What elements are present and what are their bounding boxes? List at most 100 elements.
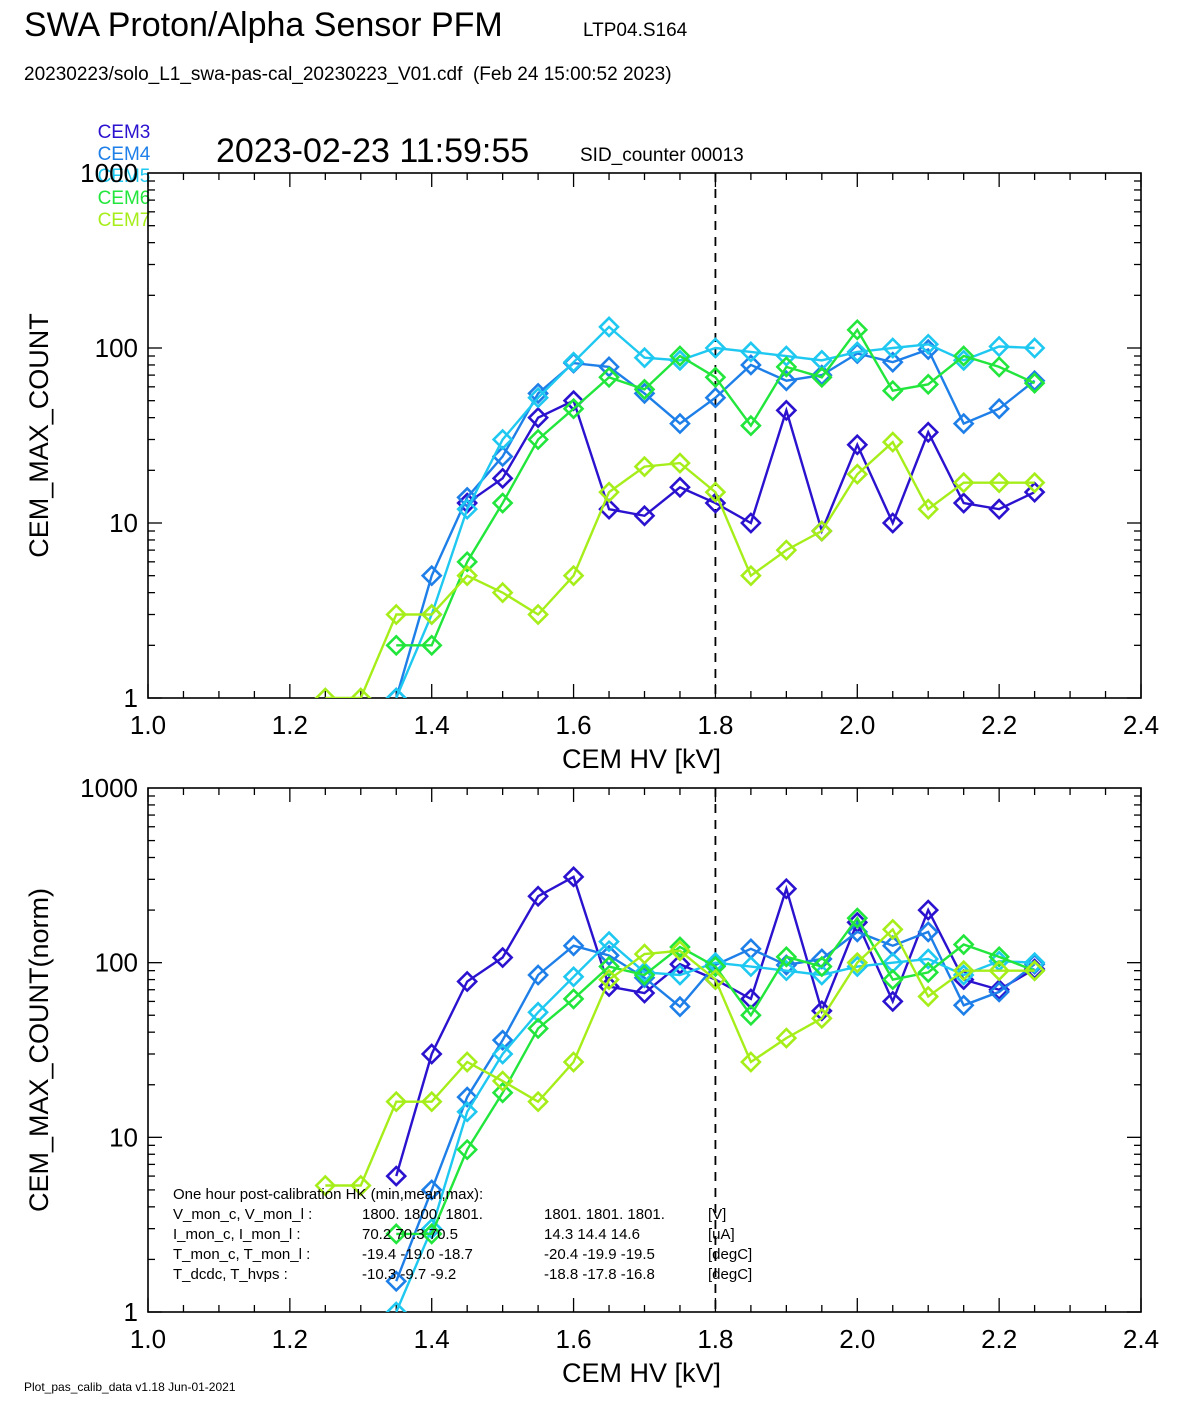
data-point-cem4 (420, 564, 443, 587)
data-point-cem7 (562, 1051, 585, 1073)
data-point-cem6 (810, 366, 833, 389)
data-point-cem7 (385, 1090, 408, 1113)
data-point-cem5 (562, 965, 585, 988)
y-tick-label: 100 (95, 333, 138, 363)
hk-row-unit: [uA] (708, 1226, 735, 1243)
series-line-cem4 (395, 930, 1036, 1282)
hk-row-values-a: -19.4 -19.0 -18.7 (362, 1246, 473, 1263)
data-point-cem7 (846, 951, 869, 974)
data-point-cem7 (527, 603, 549, 626)
data-point-cem6 (385, 1223, 408, 1245)
data-point-cem4 (917, 921, 940, 943)
x-tick-label: 1.8 (697, 710, 733, 740)
data-point-cem6 (846, 907, 869, 929)
data-point-cem4 (491, 1029, 514, 1052)
data-point-cem5 (740, 341, 762, 363)
hk-row-values-b: 14.3 14.4 14.6 (544, 1226, 640, 1243)
data-point-cem5 (456, 1100, 479, 1123)
series-line-cem7 (325, 440, 1035, 698)
x-tick-label: 2.4 (1123, 1324, 1159, 1354)
data-point-cem5 (491, 428, 514, 451)
data-point-cem4 (1023, 369, 1046, 392)
data-point-cem5 (385, 687, 408, 698)
y-tick-label: 1000 (80, 773, 138, 803)
data-point-cem6 (527, 1017, 549, 1040)
x-axis-title: CEM HV [kV] (562, 1358, 721, 1388)
x-tick-label: 1.6 (555, 710, 591, 740)
data-point-cem7 (846, 463, 869, 486)
data-point-cem7 (562, 564, 585, 587)
x-tick-label: 2.2 (981, 710, 1017, 740)
data-point-cem6 (952, 345, 975, 367)
series-line-cem3 (466, 399, 1036, 535)
data-point-cem7 (314, 687, 337, 698)
data-point-cem6 (775, 356, 798, 378)
hk-row-values-a: 1800. 1800. 1801. (362, 1206, 483, 1223)
y-tick-label: 1 (124, 683, 138, 713)
hk-annotation: One hour post-calibration HK (min,mean,m… (173, 1186, 752, 1283)
y-tick-label: 10 (109, 508, 138, 538)
data-point-cem3 (491, 946, 514, 969)
data-point-cem5 (527, 386, 549, 409)
x-tick-label: 1.0 (130, 1324, 166, 1354)
data-point-cem3 (775, 877, 798, 900)
data-point-cem5 (846, 341, 869, 363)
data-point-cem4 (456, 486, 479, 509)
data-point-cem6 (704, 955, 727, 978)
data-point-cem6 (917, 373, 940, 396)
hk-row-label: T_dcdc, T_hvps : (173, 1266, 288, 1283)
data-point-cem5 (385, 1301, 408, 1312)
data-point-cem3 (988, 498, 1010, 520)
legend-item-cem3: CEM3 (97, 122, 151, 143)
data-point-cem7 (740, 564, 762, 587)
data-point-cem6 (562, 988, 585, 1010)
data-point-cem3 (846, 433, 869, 456)
data-point-cem7 (1023, 959, 1046, 982)
data-point-cem6 (456, 1138, 479, 1161)
timestamp: 2023-02-23 11:59:55 (216, 132, 530, 170)
hk-row-label: I_mon_c, I_mon_l : (173, 1226, 301, 1243)
data-point-cem7 (775, 539, 798, 561)
data-point-cem7 (420, 1090, 443, 1113)
data-point-cem5 (598, 930, 620, 953)
x-tick-label: 1.4 (414, 710, 450, 740)
data-point-cem7 (456, 564, 479, 587)
data-point-cem3 (775, 399, 798, 422)
file-name: 20230223/solo_L1_swa-pas-cal_20230223_V0… (24, 64, 672, 85)
x-tick-label: 1.4 (414, 1324, 450, 1354)
data-point-cem5 (917, 333, 940, 356)
chart-title: SWA Proton/Alpha Sensor PFM (24, 6, 503, 44)
data-point-cem6 (562, 397, 585, 420)
data-point-cem3 (420, 1043, 443, 1065)
data-point-cem6 (740, 414, 762, 437)
series-line-cem6 (396, 327, 1036, 647)
data-point-cem4 (527, 964, 549, 986)
data-point-cem6 (491, 492, 514, 514)
data-point-cem7 (633, 455, 656, 478)
data-point-cem3 (527, 885, 549, 908)
data-point-cem7 (704, 481, 727, 504)
series-line-cem5 (395, 939, 1035, 1312)
data-point-cem6 (669, 345, 691, 367)
data-point-cem6 (633, 964, 656, 986)
data-point-cem4 (775, 954, 798, 976)
data-point-cem7 (810, 520, 833, 542)
data-point-cem3 (952, 492, 975, 514)
data-point-cem5 (881, 337, 904, 359)
data-point-cem7 (349, 687, 372, 698)
data-point-cem7 (456, 1051, 479, 1073)
data-point-cem5 (917, 948, 940, 970)
data-point-cem3 (385, 1165, 408, 1187)
data-point-cem6 (491, 1081, 514, 1104)
hk-row-label: T_mon_c, T_mon_l : (173, 1246, 310, 1263)
data-point-cem7 (988, 959, 1010, 982)
data-point-cem7 (491, 1070, 514, 1092)
data-point-cem5 (491, 1043, 514, 1065)
data-point-cem6 (1023, 372, 1046, 394)
data-point-cem4 (598, 356, 620, 378)
data-point-cem4 (456, 1086, 479, 1108)
data-point-cem4 (740, 354, 762, 376)
data-point-cem7 (952, 471, 975, 494)
x-axis-title: CEM HV [kV] (562, 744, 721, 774)
